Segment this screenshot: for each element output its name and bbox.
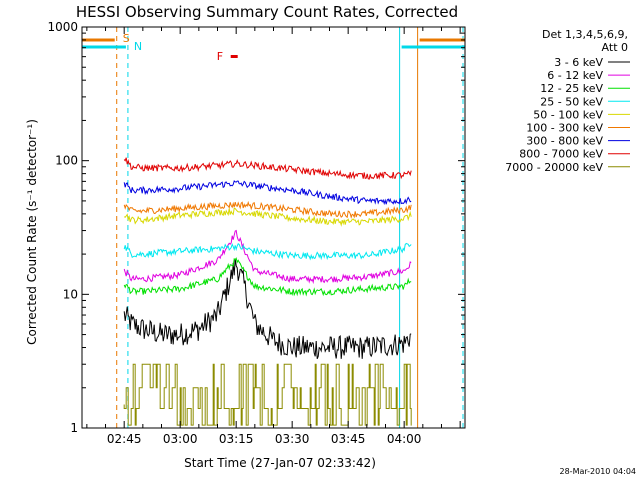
x-tick-label: 03:15 — [219, 432, 254, 446]
legend-header-line-2: Att 0 — [602, 41, 628, 54]
series-line — [123, 200, 412, 219]
series-line — [123, 242, 412, 261]
flare-flag-label: F — [217, 50, 223, 63]
series-line — [123, 257, 412, 297]
series-3to6keV-kev — [123, 258, 412, 359]
x-tick-label: 04:00 — [387, 432, 422, 446]
night-flag-label: N — [134, 40, 142, 53]
legend-label: 25 - 50 keV — [540, 95, 603, 108]
series-line — [123, 229, 412, 285]
y-tick-label: 10 — [63, 287, 78, 301]
y-tick-label: 1000 — [47, 20, 78, 34]
legend-label: 300 - 800 keV — [526, 135, 603, 148]
legend-header-line-1: Det 1,3,4,5,6,9, — [542, 28, 628, 41]
legend-label: 100 - 300 keV — [526, 122, 603, 135]
y-axis-label: Corrected Count Rate (s⁻¹ detector⁻¹) — [25, 119, 39, 345]
series-800to7000keV-kev — [123, 157, 412, 180]
axes: 1 10 100 1000 02:45 03:00 03:15 03:30 03:45 04:00 — [47, 20, 466, 446]
series-100to300keV-kev — [123, 200, 412, 219]
legend-label: 50 - 100 keV — [533, 108, 603, 121]
x-tick-label: 03:45 — [331, 432, 366, 446]
series-7000to20000keV-kev — [123, 363, 412, 426]
observing-flag-markers: SN F — [82, 27, 465, 428]
series-300to800keV-kev — [123, 180, 412, 206]
series-line — [123, 207, 412, 227]
legend-label: 800 - 7000 keV — [519, 148, 603, 161]
series-line — [123, 258, 412, 359]
y-tick-label: 1 — [70, 421, 78, 435]
x-tick-label: 03:00 — [163, 432, 198, 446]
chart-title: HESSI Observing Summary Count Rates, Cor… — [76, 3, 458, 21]
legend-label: 3 - 6 keV — [554, 56, 603, 69]
legend-label: 12 - 25 keV — [540, 82, 603, 95]
series-50to100keV-kev — [123, 207, 412, 227]
series-line — [123, 157, 412, 180]
series-line — [123, 180, 412, 206]
series-6to12keV-kev — [123, 229, 412, 285]
x-tick-label: 03:30 — [275, 432, 310, 446]
series-12to25keV-kev — [123, 257, 412, 297]
series-25to50keV-kev — [123, 242, 412, 261]
series-line — [123, 363, 412, 426]
legend-label: 6 - 12 keV — [547, 69, 603, 82]
x-axis-label: Start Time (27-Jan-07 02:33:42) — [184, 456, 376, 470]
saa-flag-label: S — [123, 32, 130, 45]
series-layer — [123, 157, 412, 426]
flare-bar — [230, 55, 238, 58]
legend-label: 7000 - 20000 keV — [505, 161, 603, 174]
timestamp-stamp: 28-Mar-2010 04:04 — [560, 467, 637, 476]
y-tick-label: 100 — [55, 154, 78, 168]
x-tick-label: 02:45 — [107, 432, 142, 446]
